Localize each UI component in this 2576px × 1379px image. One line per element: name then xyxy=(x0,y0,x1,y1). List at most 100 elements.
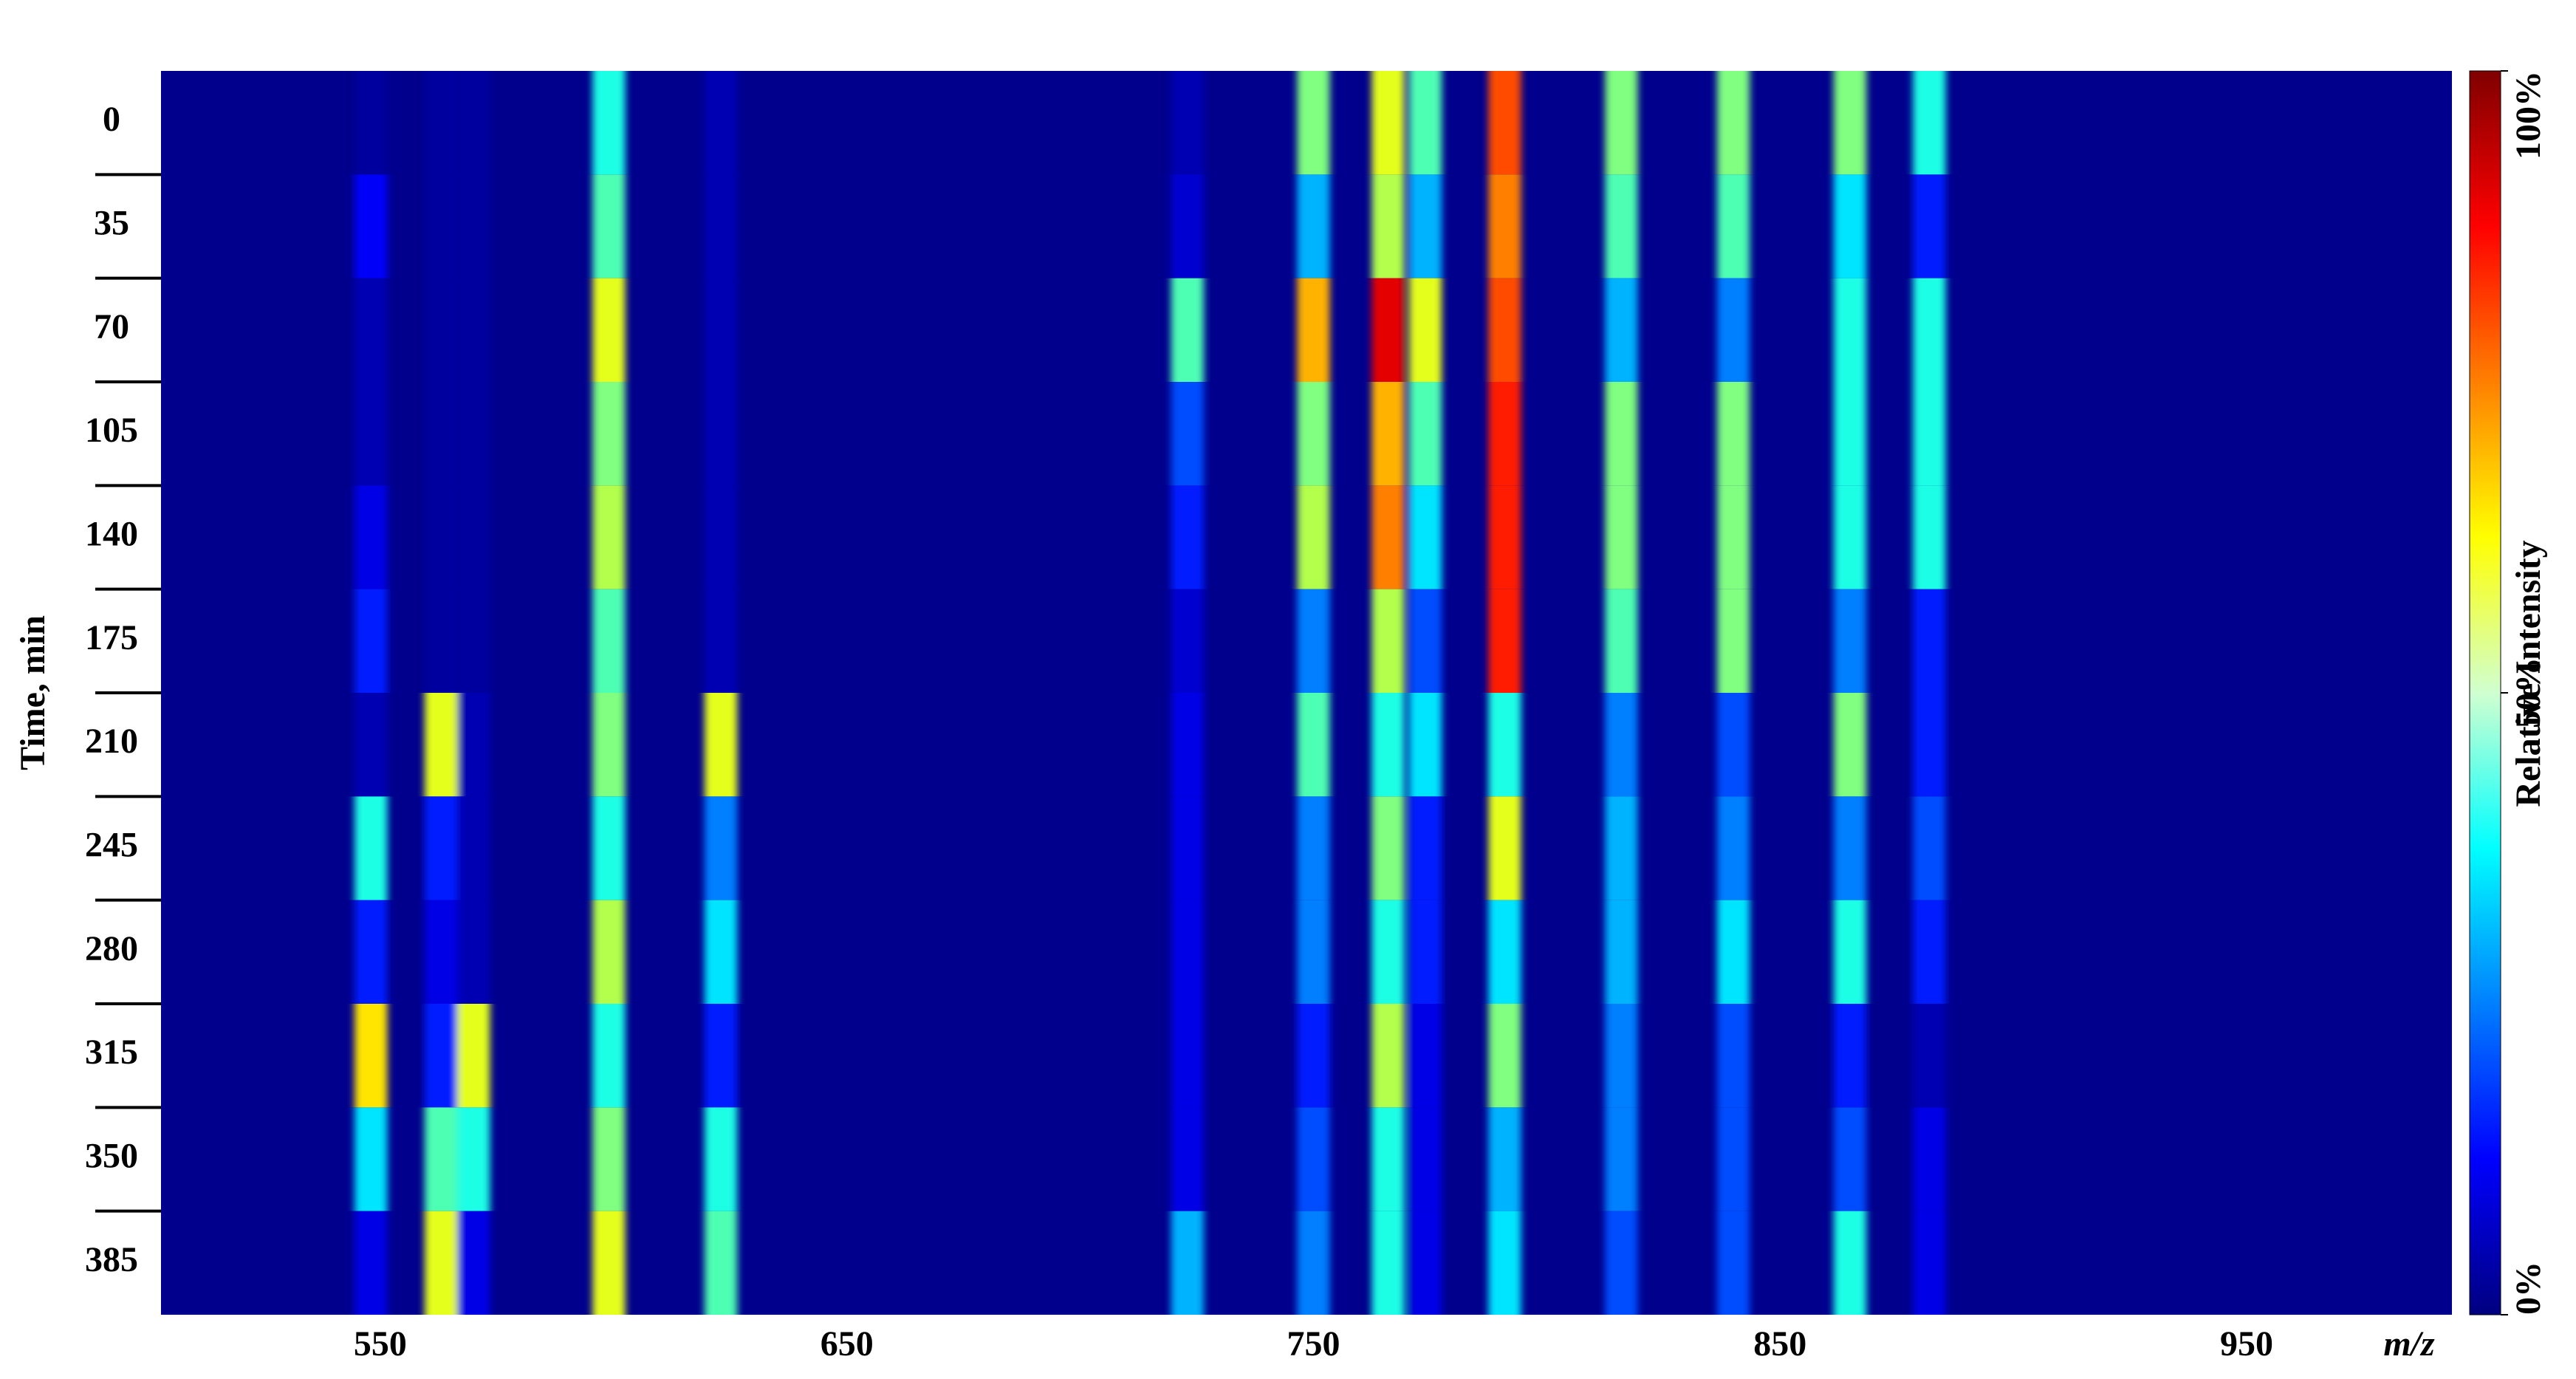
heatmap-cell xyxy=(1913,382,1946,486)
heatmap-cell xyxy=(1371,1004,1405,1108)
heatmap-cell xyxy=(1371,278,1405,382)
heatmap-cell xyxy=(1605,796,1638,900)
heatmap-cell xyxy=(1716,796,1750,900)
heatmap-cell xyxy=(424,796,458,900)
heatmap-cell xyxy=(705,1211,738,1315)
heatmap-cell xyxy=(1408,693,1442,797)
heatmap-cell xyxy=(424,174,458,278)
heatmap-cell xyxy=(1488,1004,1521,1108)
heatmap-cell xyxy=(1371,71,1405,175)
heatmap-cell xyxy=(705,1107,738,1211)
heatmap-cell xyxy=(1171,174,1205,278)
heatmap-cell xyxy=(354,589,388,693)
y-tick-label: 70 xyxy=(94,307,129,346)
heatmap-cell xyxy=(1171,1211,1205,1315)
heatmap-cell xyxy=(1488,382,1521,486)
y-tick-label: 210 xyxy=(85,722,138,761)
y-tick-label: 0 xyxy=(103,100,120,139)
heatmap-cell xyxy=(1371,485,1405,589)
y-tick-label: 245 xyxy=(85,826,138,865)
heatmap-cell xyxy=(1833,1107,1867,1211)
heatmap-cell xyxy=(592,382,626,486)
heatmap-cell xyxy=(1488,278,1521,382)
x-tick-label: 950 xyxy=(2220,1324,2273,1363)
heatmap-cell xyxy=(1913,900,1946,1004)
heatmap-cell xyxy=(1913,1107,1946,1211)
y-tick-label: 140 xyxy=(85,515,138,554)
heatmap-cell xyxy=(424,1004,458,1108)
heatmap-cell xyxy=(424,900,458,1004)
heatmap-cell xyxy=(592,174,626,278)
heatmap-cell xyxy=(457,796,490,900)
heatmap-cell xyxy=(1488,485,1521,589)
heatmap-cell xyxy=(1716,1004,1750,1108)
heatmap-cell xyxy=(1408,589,1442,693)
y-tick-label: 350 xyxy=(85,1137,138,1176)
heatmap-cell xyxy=(1605,485,1638,589)
heatmap-cell xyxy=(457,589,490,693)
heatmap-cell xyxy=(1833,174,1867,278)
heatmap-cell xyxy=(354,1004,388,1108)
heatmap-cell xyxy=(1488,174,1521,278)
heatmap-cell xyxy=(1833,1004,1867,1108)
heatmap-cell xyxy=(1716,174,1750,278)
y-tick-label: 315 xyxy=(85,1033,138,1072)
heatmap-cell xyxy=(457,1004,490,1108)
heatmap-cell xyxy=(592,71,626,175)
y-tick-label: 280 xyxy=(85,929,138,968)
heatmap-cell xyxy=(1408,1211,1442,1315)
heatmap-cell xyxy=(1488,693,1521,797)
heatmap-cell xyxy=(705,1004,738,1108)
heatmap-cell xyxy=(1913,589,1946,693)
heatmap-cell xyxy=(1488,796,1521,900)
heatmap-cell xyxy=(1408,174,1442,278)
heatmap-cell xyxy=(457,382,490,486)
heatmap-cell xyxy=(1716,900,1750,1004)
heatmap-cell xyxy=(1833,278,1867,382)
heatmap-cell xyxy=(1297,589,1330,693)
heatmap-cell xyxy=(1833,796,1867,900)
heatmap-cell xyxy=(1408,485,1442,589)
heatmap-cell xyxy=(1297,796,1330,900)
heatmap-cell xyxy=(354,278,388,382)
heatmap-cell xyxy=(1488,589,1521,693)
heatmap-cell xyxy=(424,1107,458,1211)
heatmap-cell xyxy=(1605,382,1638,486)
heatmap-cell xyxy=(424,71,458,175)
heatmap-cell xyxy=(1297,71,1330,175)
heatmap-cell xyxy=(1716,485,1750,589)
heatmap-cell xyxy=(1297,485,1330,589)
heatmap-cell xyxy=(1833,485,1867,589)
heatmap-cell xyxy=(705,382,738,486)
heatmap-cell xyxy=(1408,796,1442,900)
heatmap-cell xyxy=(457,71,490,175)
x-tick-label: 850 xyxy=(1753,1324,1806,1363)
heatmap-cell xyxy=(1833,1211,1867,1315)
heatmap-cell xyxy=(1297,174,1330,278)
heatmap-cell xyxy=(1913,485,1946,589)
heatmap-cell xyxy=(457,900,490,1004)
heatmap-cell xyxy=(457,278,490,382)
heatmap-cell xyxy=(1171,485,1205,589)
heatmap-cell xyxy=(354,71,388,175)
heatmap-cell xyxy=(1371,589,1405,693)
heatmap-cell xyxy=(457,174,490,278)
x-tick-label: 550 xyxy=(354,1324,407,1363)
heatmap-cell xyxy=(1297,1211,1330,1315)
heatmap-cell xyxy=(1297,693,1330,797)
heatmap-cell xyxy=(354,900,388,1004)
heatmap-cell xyxy=(1371,900,1405,1004)
heatmap-cell xyxy=(1297,1004,1330,1108)
heatmap-cell xyxy=(1297,1107,1330,1211)
heatmap-cell xyxy=(354,1107,388,1211)
heatmap-cell xyxy=(1833,900,1867,1004)
heatmap-cell xyxy=(705,900,738,1004)
y-tick-label: 35 xyxy=(94,204,129,243)
heatmap-cell xyxy=(592,1211,626,1315)
heatmap-cell xyxy=(1371,174,1405,278)
heatmap-cell xyxy=(1605,1211,1638,1315)
heatmap-cell xyxy=(592,1004,626,1108)
heatmap-cell xyxy=(1171,693,1205,797)
heatmap-cell xyxy=(354,1211,388,1315)
